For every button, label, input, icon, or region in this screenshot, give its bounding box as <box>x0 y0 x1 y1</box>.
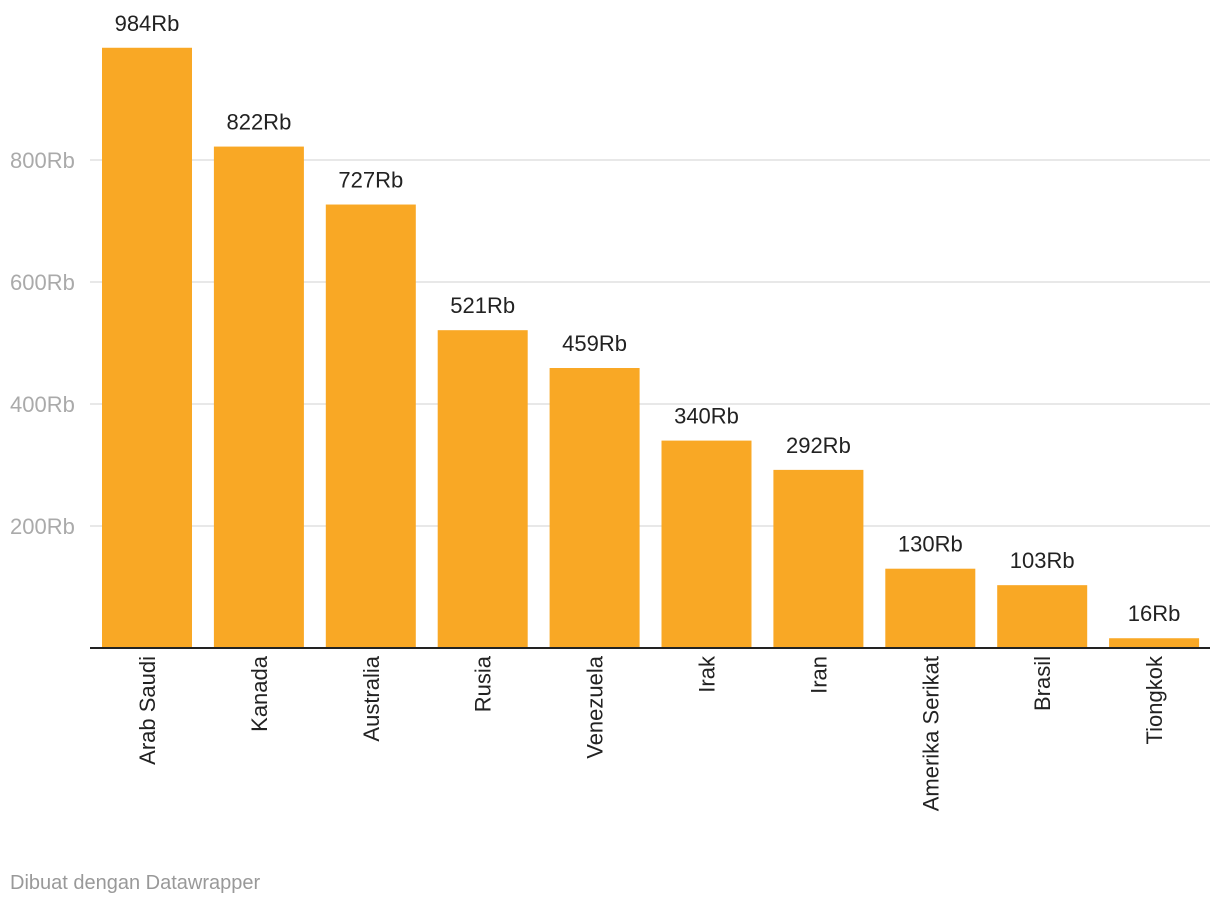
y-tick-label: 400Rb <box>10 392 75 417</box>
bar <box>437 330 528 648</box>
x-tick-label: Arab Saudi <box>135 656 160 765</box>
x-tick-label: Australia <box>359 655 384 741</box>
y-tick-label: 800Rb <box>10 148 75 173</box>
data-label: 521Rb <box>450 293 515 318</box>
y-tick-label: 600Rb <box>10 270 75 295</box>
footer-credit: Dibuat dengan Datawrapper <box>10 872 261 894</box>
x-tick-label: Brasil <box>1030 656 1055 711</box>
data-label: 130Rb <box>898 532 963 557</box>
bar <box>102 47 192 648</box>
data-label: 292Rb <box>786 433 851 458</box>
data-label: 459Rb <box>562 331 627 356</box>
data-label: 984Rb <box>115 11 180 36</box>
bar <box>213 146 304 648</box>
x-tick-label: Irak <box>695 655 720 693</box>
y-tick-label: 200Rb <box>10 514 75 539</box>
x-tick-label: Amerika Serikat <box>918 656 943 811</box>
x-tick-label: Iran <box>806 656 831 694</box>
bar-chart: 200Rb 400Rb 600Rb 800Rb 984Rb 822Rb 727Rb 521R… <box>10 11 1210 811</box>
bar <box>885 568 976 648</box>
x-tick-label: Tiongkok <box>1142 655 1167 744</box>
category-labels: Arab Saudi Kanada Australia Rusia Venezuela I… <box>135 655 1167 811</box>
bars <box>102 47 1200 648</box>
data-label: 103Rb <box>1010 548 1075 573</box>
x-tick-label: Kanada <box>247 655 272 732</box>
bar <box>549 368 640 648</box>
x-tick-label: Venezuela <box>583 655 608 759</box>
data-label: 340Rb <box>674 404 739 429</box>
y-axis-ticks: 200Rb 400Rb 600Rb 800Rb <box>10 148 75 539</box>
x-tick-label: Rusia <box>471 655 496 712</box>
data-label: 822Rb <box>226 110 291 135</box>
bar <box>1109 638 1200 648</box>
bar <box>997 585 1088 648</box>
data-label: 727Rb <box>338 168 403 193</box>
data-label: 16Rb <box>1128 601 1181 626</box>
bar <box>325 204 416 648</box>
bar <box>773 469 864 648</box>
bar <box>661 440 752 648</box>
value-labels: 984Rb 822Rb 727Rb 521Rb 459Rb 340Rb 292Rb 130Rb… <box>115 11 1181 626</box>
